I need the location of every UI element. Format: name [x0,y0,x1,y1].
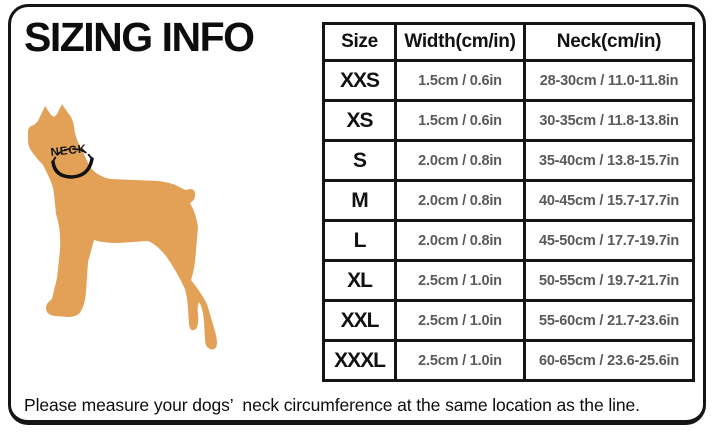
measurement-instruction-note: Please measure your dogs’ neck circumfer… [24,395,640,415]
table-row: XL 2.5cm / 1.0in 50-55cm / 19.7-21.7in [322,259,695,302]
neck-value: 50-55cm / 19.7-21.7in [523,259,695,302]
neck-value: 28-30cm / 11.0-11.8in [523,59,695,102]
width-value: 2.0cm / 0.8in [394,219,526,262]
table-row: XXL 2.5cm / 1.0in 55-60cm / 21.7-23.6in [322,299,695,342]
rounded-border-frame [8,4,706,425]
size-label: S [322,139,397,182]
collar-line-solid [51,157,94,179]
page-title: SIZING INFO [24,14,255,60]
neck-value: 35-40cm / 13.8-15.7in [523,139,695,182]
header-neck: Neck(cm/in) [523,22,695,62]
size-label: XL [322,259,397,302]
table-row: XXXL 2.5cm / 1.0in 60-65cm / 23.6-25.6in [322,339,695,382]
size-label: XXXL [322,339,397,382]
size-label: XS [322,99,397,142]
table-row: XXS 1.5cm / 0.6in 28-30cm / 11.0-11.8in [322,59,695,102]
size-label: XXL [322,299,397,342]
size-label: XXS [322,59,397,102]
neck-value: 45-50cm / 17.7-19.7in [523,219,695,262]
width-value: 2.5cm / 1.0in [394,259,526,302]
size-label: L [322,219,397,262]
neck-label: NECK [50,143,88,159]
dog-silhouette [28,104,217,350]
size-label: M [322,179,397,222]
dog-neck-measurement-diagram: NECK [28,104,217,350]
width-value: 2.0cm / 0.8in [394,139,526,182]
width-value: 2.0cm / 0.8in [394,179,526,222]
width-value: 1.5cm / 0.6in [394,99,526,142]
table-row: L 2.0cm / 0.8in 45-50cm / 17.7-19.7in [322,219,695,262]
table-header-row: Size Width(cm/in) Neck(cm/in) [322,22,695,62]
width-value: 2.5cm / 1.0in [394,299,526,342]
neck-value: 55-60cm / 21.7-23.6in [523,299,695,342]
neck-value: 30-35cm / 11.8-13.8in [523,99,695,142]
header-size: Size [322,22,397,62]
neck-value: 40-45cm / 15.7-17.7in [523,179,695,222]
table-row: M 2.0cm / 0.8in 40-45cm / 15.7-17.7in [322,179,695,222]
sizing-table: Size Width(cm/in) Neck(cm/in) XXS 1.5cm … [322,22,695,382]
table-row: S 2.0cm / 0.8in 35-40cm / 13.8-15.7in [322,139,695,182]
header-width: Width(cm/in) [394,22,526,62]
neck-value: 60-65cm / 23.6-25.6in [523,339,695,382]
width-value: 2.5cm / 1.0in [394,339,526,382]
width-value: 1.5cm / 0.6in [394,59,526,102]
table-row: XS 1.5cm / 0.6in 30-35cm / 11.8-13.8in [322,99,695,142]
